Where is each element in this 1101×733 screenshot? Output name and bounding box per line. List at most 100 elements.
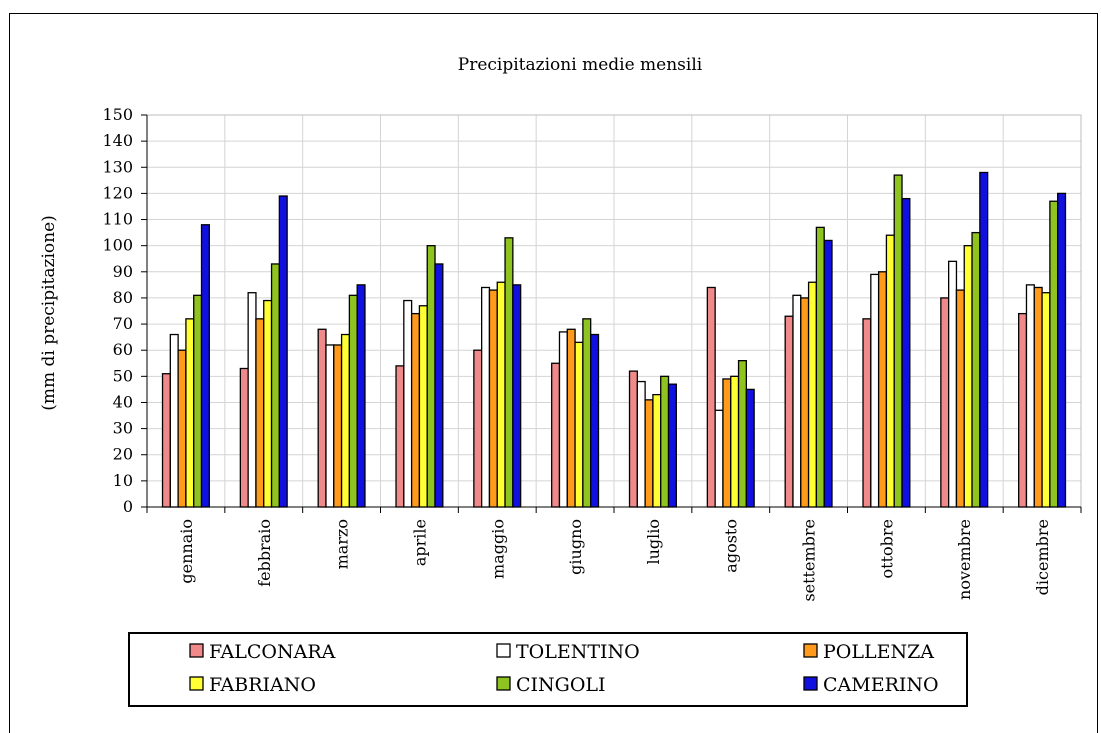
bar-camerino-febbraio [278, 195, 288, 508]
legend-label-cingoli: CINGOLI [516, 674, 606, 696]
bar-cingoli-ottobre [893, 174, 903, 508]
legend: FALCONARA TOLENTINO POLLENZA FABRIANO CINGOL… [128, 632, 968, 707]
bar-camerino-agosto [745, 388, 755, 508]
bar-pollenza-marzo [333, 344, 343, 508]
legend-label-camerino: CAMERINO [823, 674, 939, 696]
bar-camerino-luglio [667, 383, 677, 508]
bar-falconara-marzo [317, 328, 327, 508]
chart-frame [9, 13, 1098, 733]
y-tick-label-80: 80 [113, 288, 133, 307]
bar-tolentino-aprile [403, 299, 413, 508]
bar-camerino-novembre [979, 171, 989, 508]
bar-camerino-maggio [512, 284, 522, 508]
legend-label-pollenza: POLLENZA [823, 641, 934, 663]
legend-box [128, 632, 968, 707]
bar-fabriano-giugno [574, 341, 584, 508]
axes [146, 115, 1082, 513]
bar-pollenza-settembre [800, 297, 810, 508]
x-tick-label-dicembre: dicembre [1033, 519, 1052, 595]
bar-camerino-giugno [590, 333, 600, 508]
x-tick-label-aprile: aprile [410, 519, 429, 566]
bar-falconara-maggio [473, 349, 483, 508]
bar-falconara-giugno [551, 362, 561, 508]
x-tick-label-ottobre: ottobre [877, 519, 896, 578]
chart-title: Precipitazioni medie mensili [458, 55, 703, 75]
y-tick-label-150: 150 [102, 105, 133, 124]
bar-cingoli-gennaio [193, 294, 203, 508]
bar-camerino-settembre [823, 239, 833, 508]
bar-fabriano-novembre [963, 245, 973, 508]
legend-swatch-cingoli [496, 676, 511, 691]
bar-pollenza-febbraio [255, 318, 265, 508]
x-tick-label-giugno: giugno [566, 519, 585, 575]
bar-cingoli-marzo [348, 294, 358, 508]
bar-fabriano-luglio [652, 393, 662, 508]
bar-tolentino-febbraio [247, 292, 257, 508]
bar-cingoli-giugno [582, 318, 592, 508]
legend-swatch-tolentino [496, 643, 511, 658]
bar-cingoli-aprile [426, 245, 436, 508]
bar-fabriano-gennaio [185, 318, 195, 508]
bar-cingoli-novembre [971, 231, 981, 508]
bar-fabriano-ottobre [885, 234, 895, 508]
bar-camerino-aprile [434, 263, 444, 508]
bar-falconara-settembre [784, 315, 794, 508]
x-tick-label-settembre: settembre [800, 519, 819, 602]
bar-fabriano-dicembre [1041, 292, 1051, 508]
y-tick-labels: 0 10 20 30 40 50 60 70 80 90 100 110 120 130 140 150 [102, 105, 147, 516]
x-tick-label-luglio: luglio [644, 519, 663, 565]
y-tick-label-140: 140 [102, 131, 133, 150]
bar-pollenza-gennaio [177, 349, 187, 508]
y-tick-label-10: 10 [113, 471, 133, 490]
bar-pollenza-agosto [722, 378, 732, 508]
legend-swatch-fabriano [189, 676, 204, 691]
bar-falconara-dicembre [1018, 312, 1028, 508]
bar-cingoli-luglio [660, 375, 670, 508]
y-tick-label-40: 40 [113, 392, 133, 411]
bar-tolentino-agosto [714, 409, 724, 508]
grid-lines [146, 114, 1082, 508]
bar-falconara-febbraio [239, 367, 249, 508]
y-tick-label-110: 110 [102, 210, 133, 229]
bar-cingoli-agosto [737, 359, 747, 508]
bar-pollenza-giugno [566, 328, 576, 508]
y-axis-label: (mm di precipitazione) [39, 215, 59, 411]
bar-falconara-luglio [628, 370, 638, 508]
x-tick-label-novembre: novembre [955, 519, 974, 600]
bar-camerino-ottobre [901, 197, 911, 508]
bar-pollenza-dicembre [1033, 286, 1043, 508]
bar-fabriano-agosto [730, 375, 740, 508]
y-tick-label-90: 90 [113, 262, 133, 281]
bar-cingoli-febbraio [270, 263, 280, 508]
legend-label-tolentino: TOLENTINO [516, 641, 640, 663]
x-tick-label-gennaio: gennaio [177, 519, 196, 584]
bar-tolentino-maggio [480, 286, 491, 508]
bar-pollenza-maggio [488, 289, 498, 508]
legend-swatch-falconara [189, 643, 204, 658]
bar-tolentino-marzo [325, 344, 335, 508]
bar-fabriano-settembre [807, 281, 818, 508]
y-tick-label-0: 0 [123, 497, 133, 516]
bar-falconara-aprile [395, 365, 405, 508]
legend-label-falconara: FALCONARA [209, 641, 336, 663]
bar-tolentino-gennaio [169, 333, 179, 508]
bar-tolentino-ottobre [870, 273, 880, 508]
x-tick-label-febbraio: febbraio [255, 519, 274, 587]
x-tick-labels: gennaio febbraio marzo aprile maggio giugno lu… [177, 519, 1052, 602]
bar-pollenza-novembre [955, 289, 965, 508]
bar-tolentino-settembre [792, 294, 802, 508]
bar-tolentino-dicembre [1025, 284, 1035, 508]
bar-falconara-ottobre [862, 318, 872, 508]
bar-cingoli-maggio [504, 237, 514, 508]
bar-pollenza-aprile [410, 312, 421, 508]
bar-tolentino-giugno [558, 331, 568, 508]
legend-swatch-pollenza [803, 643, 818, 658]
bar-fabriano-aprile [418, 305, 428, 508]
bar-falconara-gennaio [161, 373, 171, 508]
bar-fabriano-maggio [496, 281, 506, 508]
bar-fabriano-febbraio [263, 299, 273, 508]
bar-tolentino-novembre [948, 260, 958, 508]
legend-label-fabriano: FABRIANO [209, 674, 316, 696]
bar-pollenza-ottobre [877, 271, 888, 508]
